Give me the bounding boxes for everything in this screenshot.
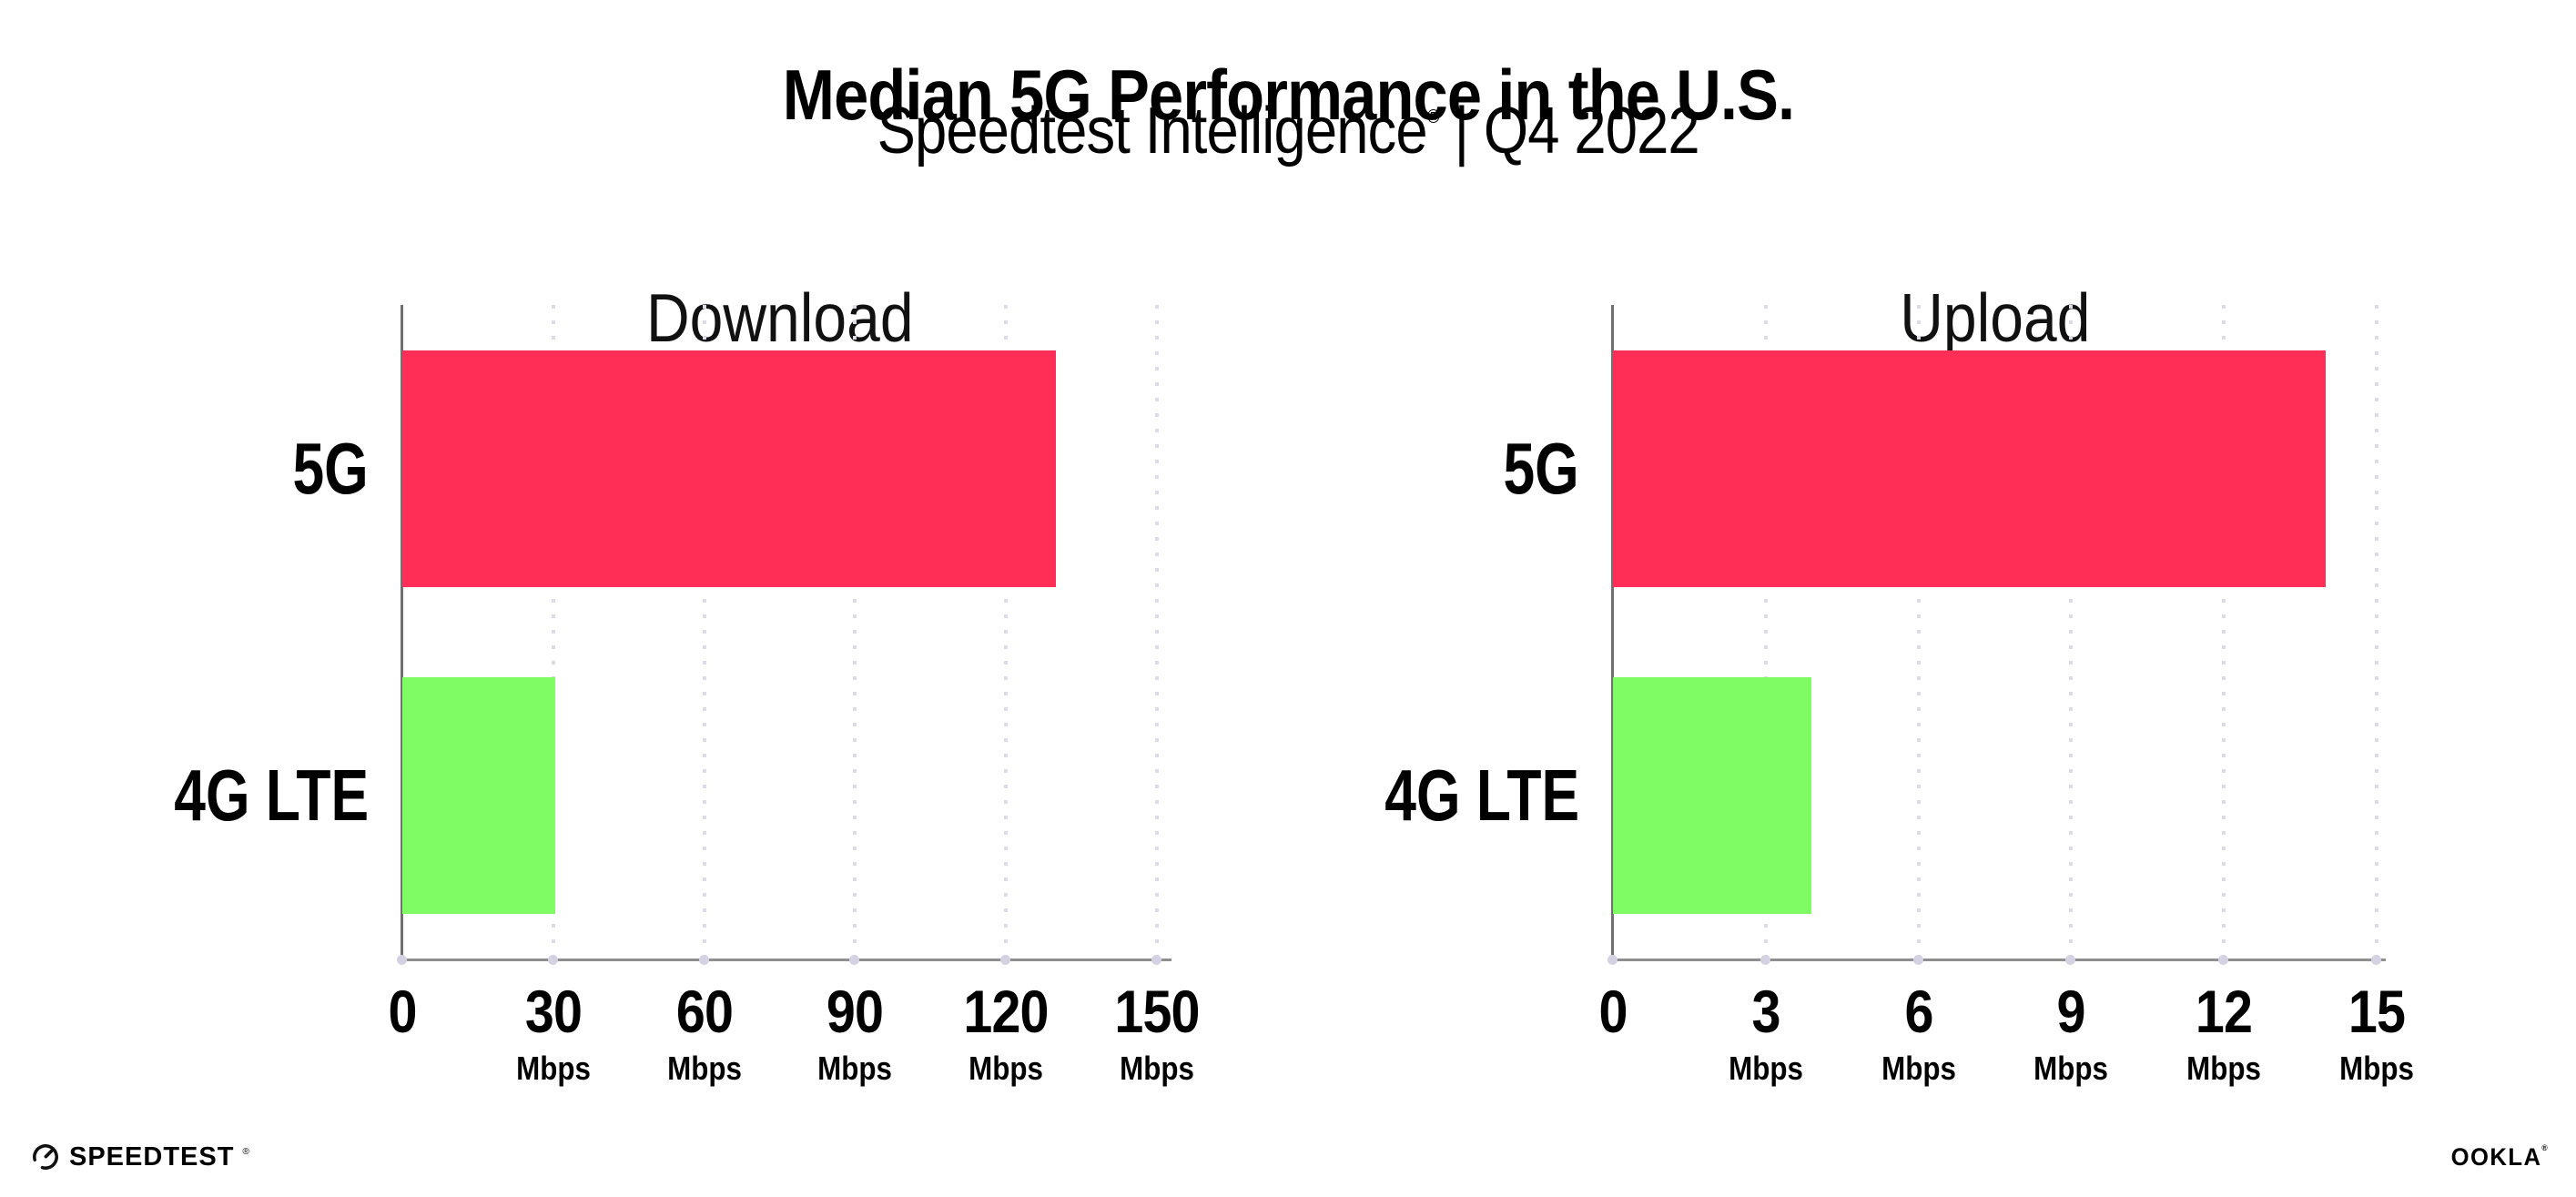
axis-tick-dot <box>1760 955 1770 965</box>
x-tick-label: 15 Mbps <box>2289 981 2463 1085</box>
x-tick-unit: Mbps <box>1881 1050 1956 1087</box>
download-category-labels: 5G 4G LTE <box>0 305 369 959</box>
axis-tick-dot <box>397 955 407 965</box>
x-tick-label: 9 Mbps <box>1984 981 2158 1085</box>
upload-y-axis-line <box>1611 305 1614 960</box>
gridline <box>2222 305 2226 961</box>
bar-4g-lte <box>402 676 555 914</box>
category-label-4g-lte: 4G LTE <box>174 754 369 836</box>
upload-category-labels: 5G 4G LTE <box>1211 305 1579 959</box>
axis-tick-dot <box>1607 955 1618 965</box>
x-tick-label: 30 Mbps <box>466 981 640 1085</box>
x-tick-unit <box>315 1052 489 1085</box>
ookla-logo-text: OOKLA® <box>2450 1143 2549 1171</box>
x-tick-value: 0 <box>388 978 417 1045</box>
gridline <box>1155 305 1159 961</box>
x-tick-unit: Mbps <box>666 1050 742 1087</box>
x-tick-unit <box>1526 1052 1699 1085</box>
bar-4g-lte <box>1613 676 1812 914</box>
page-subtitle-text: Speedtest Intelligence® | Q4 2022 <box>877 95 1699 167</box>
speedtest-logo: SPEEDTEST ® <box>30 1141 249 1172</box>
speedtest-trademark: ® <box>242 1146 249 1157</box>
x-tick-unit: Mbps <box>515 1050 591 1087</box>
gridline <box>702 305 706 961</box>
registered-mark: ® <box>1426 105 1440 127</box>
axis-tick-dot <box>1000 955 1011 965</box>
x-tick-value: 6 <box>1904 978 1933 1045</box>
gridline <box>551 305 555 961</box>
x-tick-label: 3 Mbps <box>1678 981 1852 1085</box>
x-tick-unit: Mbps <box>2033 1050 2109 1087</box>
download-chart-title: Download <box>402 284 1157 352</box>
bar-5g <box>402 350 1057 587</box>
x-tick-label: 0 <box>315 981 489 1085</box>
speedtest-gauge-icon <box>33 1144 58 1170</box>
x-tick-label: 150 Mbps <box>1070 981 1243 1085</box>
x-tick-value: 15 <box>2348 978 2406 1045</box>
gridline <box>1004 305 1009 961</box>
page-subtitle: Speedtest Intelligence® | Q4 2022 <box>0 95 2576 167</box>
x-tick-unit: Mbps <box>969 1050 1044 1087</box>
x-tick-value: 90 <box>827 978 884 1045</box>
ookla-logo: OOKLA® <box>2446 1143 2549 1171</box>
page-title-text: Median 5G Performance in the U.S. <box>782 55 1794 136</box>
x-tick-label: 0 <box>1526 981 1699 1085</box>
gridline <box>1763 305 1768 961</box>
bar-5g <box>1613 350 2327 587</box>
x-tick-unit: Mbps <box>1728 1050 1803 1087</box>
x-tick-label: 12 Mbps <box>2136 981 2310 1085</box>
speedtest-logo-text: SPEEDTEST <box>69 1141 235 1172</box>
ookla-logo-word: OOKLA <box>2450 1143 2542 1171</box>
axis-tick-dot <box>698 955 709 965</box>
upload-chart-title: Upload <box>1613 284 2377 352</box>
subtitle-brand: Speedtest Intelligence <box>877 95 1427 167</box>
upload-chart-title-text: Upload <box>1899 279 2091 357</box>
download-chart-title-text: Download <box>645 279 914 357</box>
axis-tick-dot <box>2065 955 2076 965</box>
axis-tick-dot <box>2218 955 2229 965</box>
x-tick-unit: Mbps <box>2339 1050 2414 1087</box>
category-label-4g-lte: 4G LTE <box>1384 754 1579 836</box>
upload-x-axis-line <box>1611 959 2386 961</box>
x-tick-value: 0 <box>1598 978 1628 1045</box>
download-x-axis-line <box>401 959 1171 961</box>
x-tick-value: 9 <box>2056 978 2086 1045</box>
x-tick-unit: Mbps <box>1120 1050 1194 1087</box>
axis-tick-dot <box>1151 955 1161 965</box>
gridline <box>1916 305 1921 961</box>
axis-tick-dot <box>849 955 860 965</box>
category-label-5g: 5G <box>1503 427 1579 509</box>
x-tick-label: 90 Mbps <box>768 981 942 1085</box>
download-y-axis-line <box>401 305 403 960</box>
upload-plot-area <box>1607 305 2386 965</box>
gridline <box>2069 305 2074 961</box>
x-tick-value: 60 <box>675 978 734 1045</box>
x-tick-value: 3 <box>1751 978 1780 1045</box>
x-tick-value: 30 <box>524 978 583 1045</box>
axis-tick-dot <box>2371 955 2381 965</box>
gridline <box>2375 305 2378 961</box>
x-tick-value: 120 <box>963 978 1050 1045</box>
gridline <box>853 305 857 961</box>
download-plot-area <box>397 305 1171 965</box>
page-title: Median 5G Performance in the U.S. <box>0 55 2576 136</box>
x-tick-unit: Mbps <box>817 1050 893 1087</box>
x-tick-label: 60 Mbps <box>617 981 791 1085</box>
x-tick-value: 150 <box>1114 978 1200 1045</box>
category-label-5g: 5G <box>292 427 369 509</box>
x-tick-label: 6 Mbps <box>1831 981 2005 1085</box>
x-tick-label: 120 Mbps <box>918 981 1092 1085</box>
axis-tick-dot <box>547 955 558 965</box>
axis-tick-dot <box>1912 955 1923 965</box>
x-tick-value: 12 <box>2196 978 2253 1045</box>
subtitle-quarter: | Q4 2022 <box>1438 95 1699 167</box>
ookla-trademark: ® <box>2541 1143 2549 1152</box>
x-tick-unit: Mbps <box>2186 1050 2262 1087</box>
